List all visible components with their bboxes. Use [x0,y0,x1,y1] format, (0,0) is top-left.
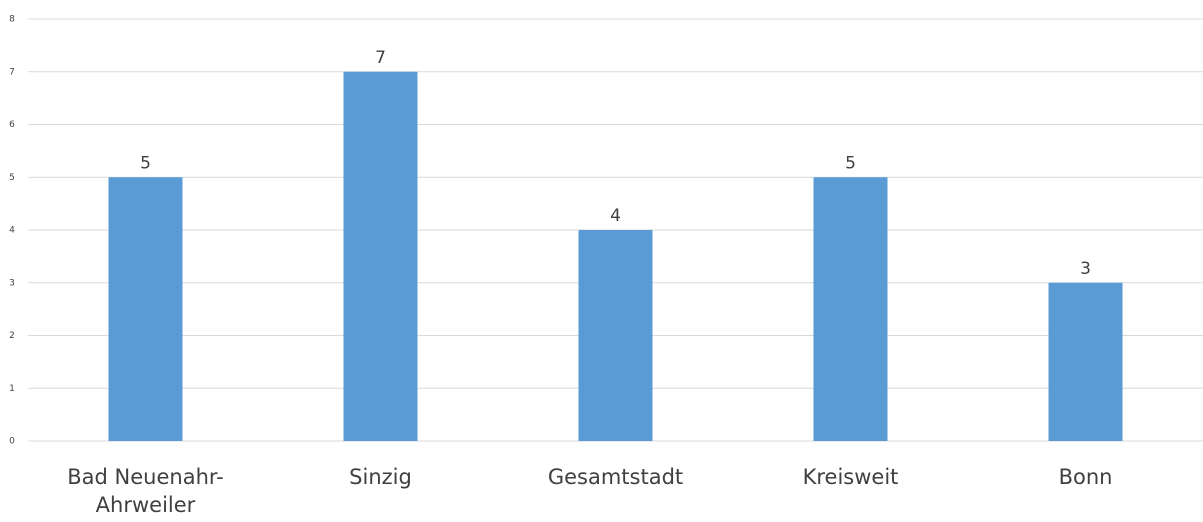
x-tick-label: Sinzig [349,465,412,489]
y-tick-label: 6 [9,120,15,130]
y-tick-label: 3 [9,278,15,288]
x-tick-label: Bad Neuenahr-Ahrweiler [67,465,224,517]
data-label: 7 [375,48,386,68]
y-tick-label: 8 [9,15,15,25]
data-label: 3 [1080,259,1091,279]
y-tick-label: 4 [9,226,15,236]
x-tick-label: Bonn [1058,465,1113,489]
data-label: 5 [140,153,151,173]
data-label: 5 [845,153,856,173]
y-tick-label: 0 [9,437,15,447]
x-tick-label: Gesamtstadt [547,465,684,489]
y-tick-label: 2 [9,331,15,341]
y-tick-label: 5 [9,173,15,183]
x-tick-label: Kreisweit [802,465,899,489]
bar [813,177,888,441]
y-tick-label: 7 [9,67,15,77]
y-tick-label: 1 [9,384,15,394]
bar [1048,282,1123,441]
bar [108,177,183,441]
data-label: 4 [610,206,621,226]
bar [343,71,418,441]
bar [578,230,653,441]
